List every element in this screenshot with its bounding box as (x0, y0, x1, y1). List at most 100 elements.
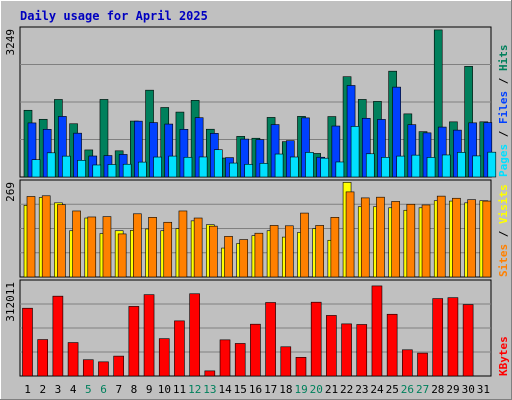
bar-pages-day-6 (107, 164, 117, 178)
x-tick-label-day-22: 22 (340, 383, 353, 396)
bar-sites-day-9 (148, 217, 157, 278)
bar-pages-day-8 (138, 161, 147, 178)
bar-pages-day-18 (289, 156, 299, 178)
bar-kbytes-day-3 (52, 295, 64, 377)
bar-sites-day-23 (360, 197, 370, 278)
x-tick-label-day-30: 30 (462, 383, 475, 396)
panel-visits-sites-ymax-label: 269 (4, 182, 17, 202)
x-tick-label-day-19: 19 (294, 383, 307, 396)
x-tick-label-day-10: 10 (158, 383, 171, 396)
bar-sites-day-29 (452, 197, 461, 278)
bar-sites-day-5 (87, 216, 97, 278)
bar-sites-day-27 (421, 204, 431, 278)
bar-pages-day-28 (441, 154, 451, 178)
bar-sites-day-24 (376, 196, 385, 278)
bar-kbytes-day-2 (37, 339, 48, 377)
x-tick-label-day-15: 15 (234, 383, 247, 396)
bar-sites-day-17 (269, 225, 279, 278)
bar-pages-day-2 (46, 152, 56, 178)
bar-kbytes-day-30 (462, 304, 474, 377)
x-tick-label-day-11: 11 (173, 383, 186, 396)
bar-kbytes-day-29 (447, 297, 459, 377)
bar-kbytes-day-17 (265, 302, 276, 377)
x-tick-label-day-2: 2 (39, 383, 46, 396)
bar-kbytes-day-4 (67, 342, 79, 377)
bar-sites-day-7 (117, 233, 127, 278)
bar-sites-day-12 (193, 217, 203, 278)
bar-pages-day-9 (153, 156, 162, 178)
bar-pages-day-11 (183, 156, 193, 178)
bar-pages-day-7 (122, 163, 132, 178)
x-tick-label-day-29: 29 (446, 383, 459, 396)
bar-pages-day-31 (487, 151, 497, 178)
x-tick-label-day-14: 14 (218, 383, 232, 396)
bar-sites-day-28 (436, 195, 446, 278)
bar-kbytes-day-25 (386, 313, 398, 377)
bar-sites-day-30 (467, 199, 476, 278)
bar-sites-day-22 (345, 191, 355, 278)
bar-sites-day-21 (330, 217, 340, 278)
bar-kbytes-day-1 (22, 307, 33, 377)
bar-pages-day-21 (335, 161, 345, 178)
panel-kbytes-legend: KBytes (497, 336, 510, 376)
x-tick-label-day-25: 25 (386, 383, 399, 396)
panel-kbytes-ymax-label: 312011 (4, 282, 17, 322)
x-tick-label-day-7: 7 (115, 383, 122, 396)
bar-sites-day-3 (57, 204, 66, 278)
x-tick-label-day-21: 21 (325, 383, 338, 396)
bar-sites-day-1 (26, 196, 36, 278)
bar-kbytes-day-20 (310, 301, 322, 377)
bar-sites-day-26 (406, 203, 416, 278)
bar-pages-day-19 (305, 152, 314, 178)
bar-sites-day-15 (239, 239, 249, 278)
x-tick-label-day-27: 27 (416, 383, 429, 396)
bar-sites-day-2 (41, 195, 51, 278)
x-tick-label-day-13: 13 (203, 383, 216, 396)
x-tick-label-day-1: 1 (24, 383, 31, 396)
bar-kbytes-day-11 (174, 320, 185, 377)
bar-pages-day-24 (381, 157, 390, 178)
bar-pages-day-3 (62, 155, 71, 178)
bar-kbytes-day-6 (98, 361, 109, 377)
bar-sites-day-8 (133, 213, 142, 278)
bar-kbytes-day-10 (158, 338, 170, 377)
bar-pages-day-27 (426, 157, 436, 178)
bar-kbytes-day-26 (402, 349, 413, 377)
bar-pages-day-22 (350, 126, 360, 178)
x-tick-label-day-17: 17 (264, 383, 277, 396)
x-tick-label-day-12: 12 (188, 383, 201, 396)
bar-sites-day-20 (315, 225, 324, 278)
bar-kbytes-day-27 (417, 352, 428, 377)
bar-sites-day-19 (300, 212, 309, 278)
bar-pages-day-29 (457, 152, 466, 178)
panel-visits-sites-legend: Sites / Visits (497, 184, 510, 277)
bar-sites-day-10 (163, 221, 173, 278)
bar-pages-day-16 (259, 163, 269, 178)
bar-pages-day-5 (92, 164, 102, 178)
bar-kbytes-day-16 (250, 323, 261, 377)
panel-hits-files-pages-ymax-label: 3249 (4, 29, 17, 56)
bar-pages-day-4 (77, 160, 86, 178)
bar-kbytes-day-22 (341, 323, 352, 377)
x-tick-label-day-5: 5 (85, 383, 92, 396)
x-tick-label-day-8: 8 (131, 383, 138, 396)
bar-sites-day-31 (482, 200, 492, 278)
x-tick-label-day-28: 28 (431, 383, 444, 396)
bar-kbytes-day-5 (82, 359, 94, 377)
bar-sites-day-6 (102, 216, 112, 278)
chart-title: Daily usage for April 2025 (20, 9, 208, 23)
x-tick-label-day-23: 23 (355, 383, 368, 396)
bar-kbytes-day-14 (219, 339, 231, 377)
x-tick-label-day-18: 18 (279, 383, 292, 396)
bar-pages-day-12 (198, 156, 208, 178)
bar-kbytes-day-28 (432, 298, 444, 377)
x-tick-label-day-26: 26 (401, 383, 414, 396)
bar-kbytes-day-13 (204, 370, 216, 377)
bar-kbytes-day-7 (113, 355, 124, 377)
bar-pages-day-30 (472, 155, 481, 178)
bar-kbytes-day-18 (280, 346, 292, 377)
bar-pages-day-20 (320, 157, 329, 178)
bar-sites-day-16 (254, 232, 264, 278)
bar-pages-day-17 (274, 153, 284, 178)
bar-sites-day-18 (284, 225, 294, 278)
